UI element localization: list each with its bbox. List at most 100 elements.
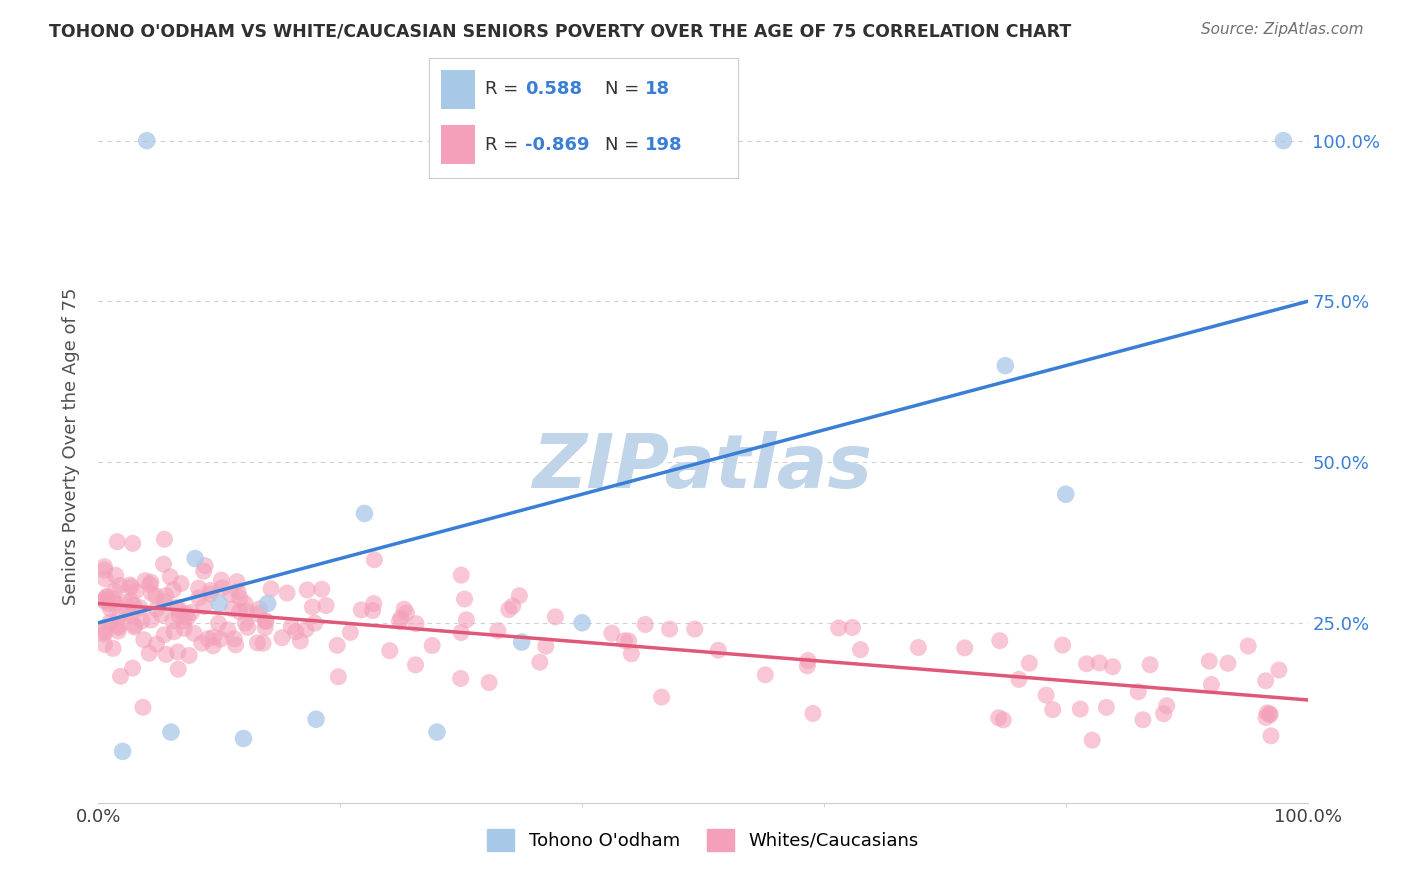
Point <box>93 621 115 635</box>
Point <box>217 623 239 637</box>
Point <box>510 635 533 649</box>
Point <box>152 557 174 571</box>
Point <box>683 622 706 636</box>
Point <box>124 618 146 632</box>
Point <box>841 620 863 634</box>
Point <box>135 134 157 148</box>
Point <box>194 558 217 573</box>
Point <box>276 586 298 600</box>
Point <box>290 634 312 648</box>
Text: N =: N = <box>605 136 640 153</box>
Point <box>1260 729 1282 743</box>
Point <box>1272 134 1295 148</box>
Point <box>450 568 472 582</box>
Point <box>232 731 254 746</box>
Point <box>707 643 730 657</box>
Point <box>184 551 207 566</box>
Point <box>1052 638 1074 652</box>
Point <box>162 582 184 597</box>
Point <box>209 573 232 587</box>
Point <box>121 661 143 675</box>
Point <box>1069 702 1091 716</box>
Point <box>249 602 271 616</box>
Point <box>211 581 233 595</box>
Point <box>796 658 818 673</box>
Point <box>107 624 129 638</box>
Point <box>1139 657 1161 672</box>
Point <box>613 633 636 648</box>
Point <box>173 621 195 635</box>
Point <box>994 359 1017 373</box>
Point <box>153 594 176 608</box>
Point <box>304 616 326 631</box>
Point <box>1256 706 1278 720</box>
Point <box>328 670 350 684</box>
Point <box>225 638 247 652</box>
Point <box>104 596 127 610</box>
Point <box>987 711 1010 725</box>
Point <box>1132 713 1154 727</box>
Point <box>658 622 681 636</box>
Point <box>166 645 188 659</box>
Point <box>139 613 162 627</box>
Point <box>1042 702 1064 716</box>
Point <box>124 620 146 634</box>
Point <box>145 589 167 603</box>
Point <box>634 617 657 632</box>
Point <box>200 583 222 598</box>
Text: N =: N = <box>605 80 640 98</box>
Point <box>93 624 115 639</box>
Point <box>236 620 259 634</box>
Point <box>478 675 501 690</box>
Point <box>1095 700 1118 714</box>
Point <box>141 586 163 600</box>
Point <box>121 536 143 550</box>
Point <box>529 655 551 669</box>
Point <box>193 599 215 614</box>
Text: R =: R = <box>485 80 517 98</box>
Point <box>498 602 520 616</box>
Point <box>94 572 117 586</box>
Point <box>1156 698 1178 713</box>
Point <box>311 582 333 597</box>
Point <box>294 623 316 637</box>
Point <box>1198 654 1220 668</box>
Point <box>508 589 530 603</box>
Point <box>450 625 472 640</box>
Point <box>120 580 142 594</box>
Point <box>453 592 475 607</box>
Point <box>1081 733 1104 747</box>
Point <box>246 636 269 650</box>
Point <box>326 639 349 653</box>
Point <box>208 597 231 611</box>
Point <box>233 615 256 630</box>
Point <box>235 604 257 618</box>
Point <box>107 621 129 635</box>
Point <box>100 602 122 616</box>
Point <box>105 534 128 549</box>
Point <box>254 620 277 634</box>
Point <box>145 602 167 616</box>
Point <box>226 584 249 599</box>
Point <box>254 615 277 629</box>
Point <box>167 662 190 676</box>
Point <box>134 574 156 588</box>
Point <box>1018 656 1040 670</box>
Point <box>138 646 160 660</box>
Point <box>246 607 269 621</box>
Point <box>297 582 319 597</box>
Point <box>104 568 127 582</box>
Bar <box>441 126 475 164</box>
Point <box>101 641 124 656</box>
Point <box>1101 659 1123 673</box>
Point <box>305 712 328 726</box>
Point <box>1268 663 1291 677</box>
Point <box>1128 685 1150 699</box>
Point <box>486 624 509 638</box>
Point <box>620 647 643 661</box>
Point <box>160 725 183 739</box>
Point <box>339 625 361 640</box>
Point <box>93 592 115 607</box>
Point <box>1216 657 1239 671</box>
Point <box>301 599 323 614</box>
